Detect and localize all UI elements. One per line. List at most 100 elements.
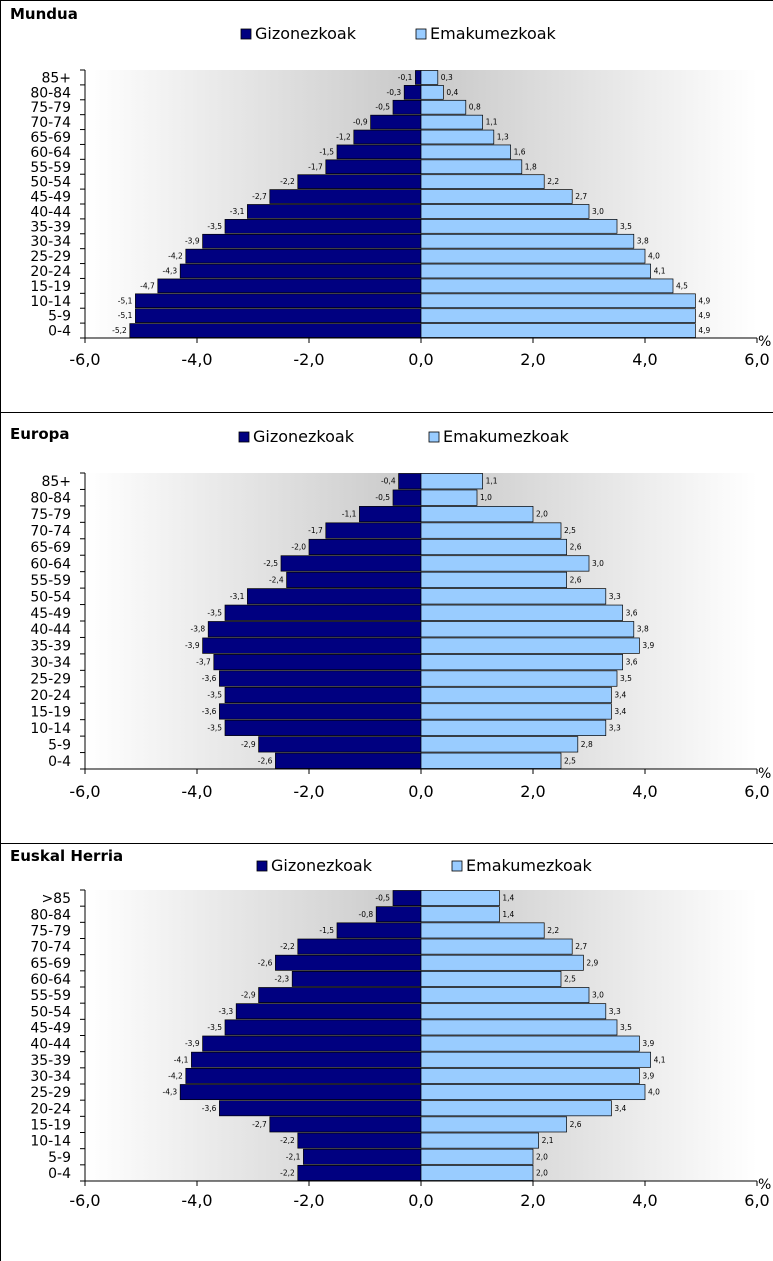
legend-swatch-gizonezkoak xyxy=(240,28,252,40)
legend-swatch-gizonezkoak xyxy=(256,860,268,872)
data-label-female: 3,8 xyxy=(637,237,649,246)
bar-male xyxy=(219,670,422,687)
bar-female xyxy=(420,1035,640,1052)
bar-male xyxy=(297,938,422,955)
category-label: 10-14 xyxy=(30,1134,71,1150)
data-label-male: -2,2 xyxy=(280,1136,295,1145)
data-label-female: 3,6 xyxy=(626,658,638,667)
data-label-male: -2,2 xyxy=(280,942,295,951)
data-label-female: 3,5 xyxy=(620,1023,632,1032)
bar-female xyxy=(420,522,562,539)
chart-euskal-herria: Gizonezkoak Emakumezkoak -0,5 1,4 >85 -0,8 1,4… xyxy=(30,856,771,1210)
data-label-female: 3,6 xyxy=(626,608,638,617)
bar-female xyxy=(420,114,483,130)
x-tick-label: 4,0 xyxy=(632,350,657,369)
bar-male xyxy=(185,248,422,264)
bar-male xyxy=(202,1035,422,1052)
bar-female xyxy=(420,938,573,955)
bar-female xyxy=(420,129,495,145)
bar-female xyxy=(420,922,545,939)
bar-male xyxy=(258,736,422,753)
bar-female xyxy=(420,293,696,309)
category-label: 75-79 xyxy=(30,100,71,116)
category-label: 85+ xyxy=(41,70,71,86)
chart-mundua: Gizonezkoak Emakumezkoak -0,1 0,3 85+ -0,3 0,4… xyxy=(30,24,771,369)
x-tick-label: 6,0 xyxy=(744,350,769,369)
bar-male xyxy=(179,1084,422,1101)
data-label-male: -2,2 xyxy=(280,1168,295,1177)
data-label-male: -2,3 xyxy=(275,974,290,983)
bar-male xyxy=(224,686,422,704)
category-label: 60-64 xyxy=(30,556,71,572)
data-label-male: -4,2 xyxy=(168,252,183,261)
data-label-male: -4,3 xyxy=(163,1088,178,1097)
bar-male xyxy=(135,293,422,309)
bar-female xyxy=(420,1084,646,1101)
data-label-male: -0,8 xyxy=(359,910,374,919)
category-label: 10-14 xyxy=(30,294,71,310)
category-label: 70-74 xyxy=(30,940,71,956)
bar-male xyxy=(269,189,422,204)
bar-female xyxy=(420,248,646,264)
data-label-female: 2,2 xyxy=(547,926,559,935)
data-label-female: 0,8 xyxy=(469,103,481,112)
category-label: >85 xyxy=(41,891,71,907)
category-label: 45-49 xyxy=(30,190,71,206)
data-label-female: 3,3 xyxy=(609,592,621,601)
data-label-male: -4,7 xyxy=(140,281,155,290)
data-label-female: 1,4 xyxy=(502,894,514,903)
bar-female xyxy=(420,654,623,671)
category-label: 35-39 xyxy=(30,219,71,235)
data-label-male: -3,5 xyxy=(207,1023,222,1032)
bar-female xyxy=(420,686,612,704)
bar-female xyxy=(420,489,478,506)
data-label-male: -3,9 xyxy=(185,1039,200,1048)
data-label-male: -2,7 xyxy=(252,192,267,201)
data-label-female: 3,3 xyxy=(609,723,621,732)
data-label-male: -3,5 xyxy=(207,222,222,231)
bar-male xyxy=(247,588,422,605)
category-label: 60-64 xyxy=(30,145,71,161)
bar-female xyxy=(420,219,618,234)
x-unit-label: % xyxy=(758,766,771,782)
data-label-male: -1,1 xyxy=(342,510,357,519)
category-label: 25-29 xyxy=(30,672,71,688)
panel-divider xyxy=(0,412,773,413)
bar-female xyxy=(420,308,696,323)
bar-male xyxy=(403,85,422,100)
bar-female xyxy=(420,906,500,923)
data-label-female: 3,9 xyxy=(642,1039,654,1048)
data-label-female: 2,6 xyxy=(570,1120,582,1129)
bar-male xyxy=(392,99,422,115)
bar-male xyxy=(235,1003,422,1020)
x-tick-label: -4,0 xyxy=(181,350,212,369)
bar-male xyxy=(213,654,422,671)
category-label: 10-14 xyxy=(30,721,71,737)
bar-male xyxy=(258,987,422,1004)
chart-europa: Gizonezkoak Emakumezkoak -0,4 1,1 85+ -0,5 1,0… xyxy=(30,427,771,801)
category-label: 35-39 xyxy=(30,1053,71,1069)
data-label-female: 3,9 xyxy=(642,1071,654,1080)
category-label: 5-9 xyxy=(48,737,71,753)
data-label-female: 1,0 xyxy=(480,493,492,502)
data-label-male: -2,7 xyxy=(252,1120,267,1129)
x-tick-label: -2,0 xyxy=(293,1191,324,1210)
bar-male xyxy=(247,204,422,219)
data-label-male: -3,1 xyxy=(230,592,245,601)
bar-male xyxy=(219,703,422,720)
data-label-female: 4,5 xyxy=(676,281,688,290)
data-label-male: -3,9 xyxy=(185,237,200,246)
data-label-female: 3,8 xyxy=(637,625,649,634)
bar-male xyxy=(336,144,422,160)
bar-female xyxy=(420,323,696,338)
bar-female xyxy=(420,144,511,160)
bar-male xyxy=(157,278,422,294)
data-label-female: 1,1 xyxy=(486,118,498,127)
data-label-male: -2,1 xyxy=(286,1152,301,1161)
category-label: 0-4 xyxy=(48,1166,71,1182)
bar-male xyxy=(297,174,422,189)
bar-male xyxy=(370,114,422,130)
x-tick-label: -2,0 xyxy=(293,782,324,801)
data-label-male: -3,5 xyxy=(207,691,222,700)
plot-area xyxy=(85,890,757,1181)
